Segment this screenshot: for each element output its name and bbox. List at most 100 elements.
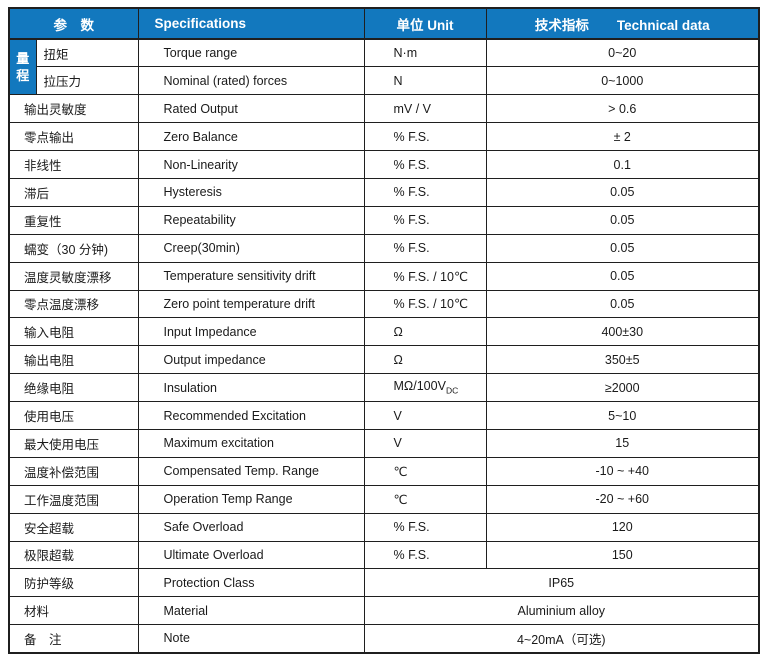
value-cell: 350±5 <box>485 345 760 375</box>
table-row: 最大使用电压 Maximum excitation V 15 <box>8 428 760 458</box>
spec-cell: Ultimate Overload <box>137 540 365 570</box>
table-row: 滞后 Hysteresis% F.S. 0.05 <box>8 177 760 207</box>
value-cell: -20 ~ +60 <box>485 484 760 514</box>
header-row: 参 数 Specifications 单位 Unit 技术指标 Technical… <box>8 7 760 40</box>
unit-cell: % F.S. <box>363 512 487 542</box>
spec-cell: Zero point temperature drift <box>137 289 365 319</box>
table-row: 输出灵敏度 Rated Output mV / V > 0.6 <box>8 94 760 124</box>
spec-cell: Operation Temp Range <box>137 484 365 514</box>
table-row: 防护等级 Protection Class IP65 <box>8 568 760 598</box>
header-unit: 单位 Unit <box>363 7 487 40</box>
param-cn-cell: 温度补偿范围 <box>8 456 139 486</box>
table-row: 拉压力 Nominal (rated) forces N 0~1000 <box>9 66 760 96</box>
table-row: 零点输出 Zero Balance% F.S. ± 2 <box>8 122 760 152</box>
unit-cell: % F.S. <box>363 540 487 570</box>
value-cell: 120 <box>485 512 760 542</box>
merged-value-cell: Aluminium alloy <box>363 596 760 626</box>
unit-cell: N·m <box>363 38 487 68</box>
unit-cell: MΩ/100VDC <box>363 373 487 403</box>
param-cn-cell: 蠕变（30 分钟) <box>8 233 139 263</box>
param-cn-cell: 防护等级 <box>8 568 139 598</box>
header-specifications: Specifications <box>137 7 365 40</box>
param-cn-cell: 零点输出 <box>8 122 139 152</box>
spec-cell: Insulation <box>137 373 365 403</box>
unit-cell: ℃ <box>363 456 487 486</box>
header-technical-data-en: Technical data <box>616 17 710 33</box>
header-technical-data-zh: 技术指标 <box>534 17 589 33</box>
unit-cell: % F.S. <box>363 150 487 179</box>
param-cn-cell: 材料 <box>8 596 139 626</box>
unit-cell: Ω <box>363 345 487 375</box>
spec-cell: Non-Linearity <box>137 150 365 179</box>
param-cn-cell: 输出电阻 <box>8 345 139 375</box>
param-cn-cell: 备 注 <box>8 624 139 654</box>
header-param: 参 数 <box>8 7 139 40</box>
group-label-char: 程 <box>16 68 30 84</box>
table-header: 参 数 Specifications 单位 Unit 技术指标 Technical… <box>8 7 760 40</box>
param-cn-cell: 拉压力 <box>35 66 139 96</box>
unit-cell: Ω <box>363 317 487 347</box>
value-cell: ≥2000 <box>485 373 760 403</box>
unit-cell: ℃ <box>363 484 487 514</box>
table-row: 使用电压 Recommended Excitation V 5~10 <box>8 401 760 430</box>
table-row: 输出电阻 Output impedance Ω 350±5 <box>8 345 760 375</box>
spec-cell: Safe Overload <box>137 512 365 542</box>
unit-cell: N <box>363 66 487 96</box>
table-row: 极限超载 Ultimate Overload% F.S. 150 <box>8 540 760 570</box>
spec-cell: Creep(30min) <box>137 233 365 263</box>
spec-cell: Rated Output <box>137 94 365 124</box>
spec-cell: Material <box>137 596 365 626</box>
table-row: 温度灵敏度漂移 Temperature sensitivity drift% F.… <box>8 261 760 291</box>
unit-cell: V <box>363 428 487 458</box>
param-cn-cell: 重复性 <box>8 205 139 235</box>
value-cell: 0~1000 <box>485 66 760 96</box>
table-row: 零点温度漂移 Zero point temperature drift% F.S.… <box>8 289 760 319</box>
value-cell: 0.05 <box>485 205 760 235</box>
param-cn-cell: 输入电阻 <box>8 317 139 347</box>
table-row: 工作温度范围 Operation Temp Range ℃ -20 ~ +60 <box>8 484 760 514</box>
unit-cell: mV / V <box>363 94 487 124</box>
spec-cell: Input Impedance <box>137 317 365 347</box>
table-row: 非线性 Non-Linearity% F.S. 0.1 <box>8 150 760 179</box>
spec-cell: Torque range <box>137 38 365 68</box>
param-cn-cell: 安全超载 <box>8 512 139 542</box>
table-row: 温度补偿范围 Compensated Temp. Range ℃ -10 ~ +40 <box>8 456 760 486</box>
table-row: 蠕变（30 分钟) Creep(30min)% F.S. 0.05 <box>8 233 760 263</box>
value-cell: ± 2 <box>485 122 760 152</box>
table-row: 材料 Material Aluminium alloy <box>8 596 760 626</box>
param-cn-cell: 滞后 <box>8 177 139 207</box>
unit-cell: % F.S. <box>363 177 487 207</box>
merged-value-cell: IP65 <box>363 568 760 598</box>
spec-cell: Compensated Temp. Range <box>137 456 365 486</box>
param-cn-cell: 非线性 <box>8 150 139 179</box>
specification-table: 参 数 Specifications 单位 Unit 技术指标 Technical… <box>8 7 760 654</box>
unit-cell: % F.S. <box>363 233 487 263</box>
value-cell: 0.05 <box>485 261 760 291</box>
value-cell: > 0.6 <box>485 94 760 124</box>
param-cn-cell: 扭矩 <box>35 38 139 68</box>
unit-subscript: DC <box>445 385 459 396</box>
param-cn-cell: 工作温度范围 <box>8 484 139 514</box>
spec-cell: Protection Class <box>137 568 365 598</box>
spec-cell: Zero Balance <box>137 122 365 152</box>
spec-cell: Output impedance <box>137 345 365 375</box>
spec-cell: Maximum excitation <box>137 428 365 458</box>
unit-cell: % F.S. <box>363 205 487 235</box>
unit-cell: % F.S. / 10℃ <box>363 289 487 319</box>
param-cn-cell: 零点温度漂移 <box>8 289 139 319</box>
value-cell: -10 ~ +40 <box>485 456 760 486</box>
param-cn-cell: 极限超载 <box>8 540 139 570</box>
unit-cell: V <box>363 401 487 430</box>
table-row: 备 注 Note 4~20mA（可选) <box>8 624 760 654</box>
table-row: 绝缘电阻 Insulation MΩ/100VDC ≥2000 <box>8 373 760 403</box>
param-cn-cell: 最大使用电压 <box>8 428 139 458</box>
header-technical-data: 技术指标 Technical data <box>485 7 760 40</box>
table-row: 安全超载 Safe Overload% F.S. 120 <box>8 512 760 542</box>
spec-cell: Nominal (rated) forces <box>137 66 365 96</box>
group-cell-range: 量程 <box>8 38 37 96</box>
spec-cell: Temperature sensitivity drift <box>137 261 365 291</box>
param-cn-cell: 输出灵敏度 <box>8 94 139 124</box>
group-label-char: 量 <box>16 51 30 67</box>
merged-value-cell: 4~20mA（可选) <box>363 624 760 654</box>
spec-cell: Note <box>137 624 365 654</box>
